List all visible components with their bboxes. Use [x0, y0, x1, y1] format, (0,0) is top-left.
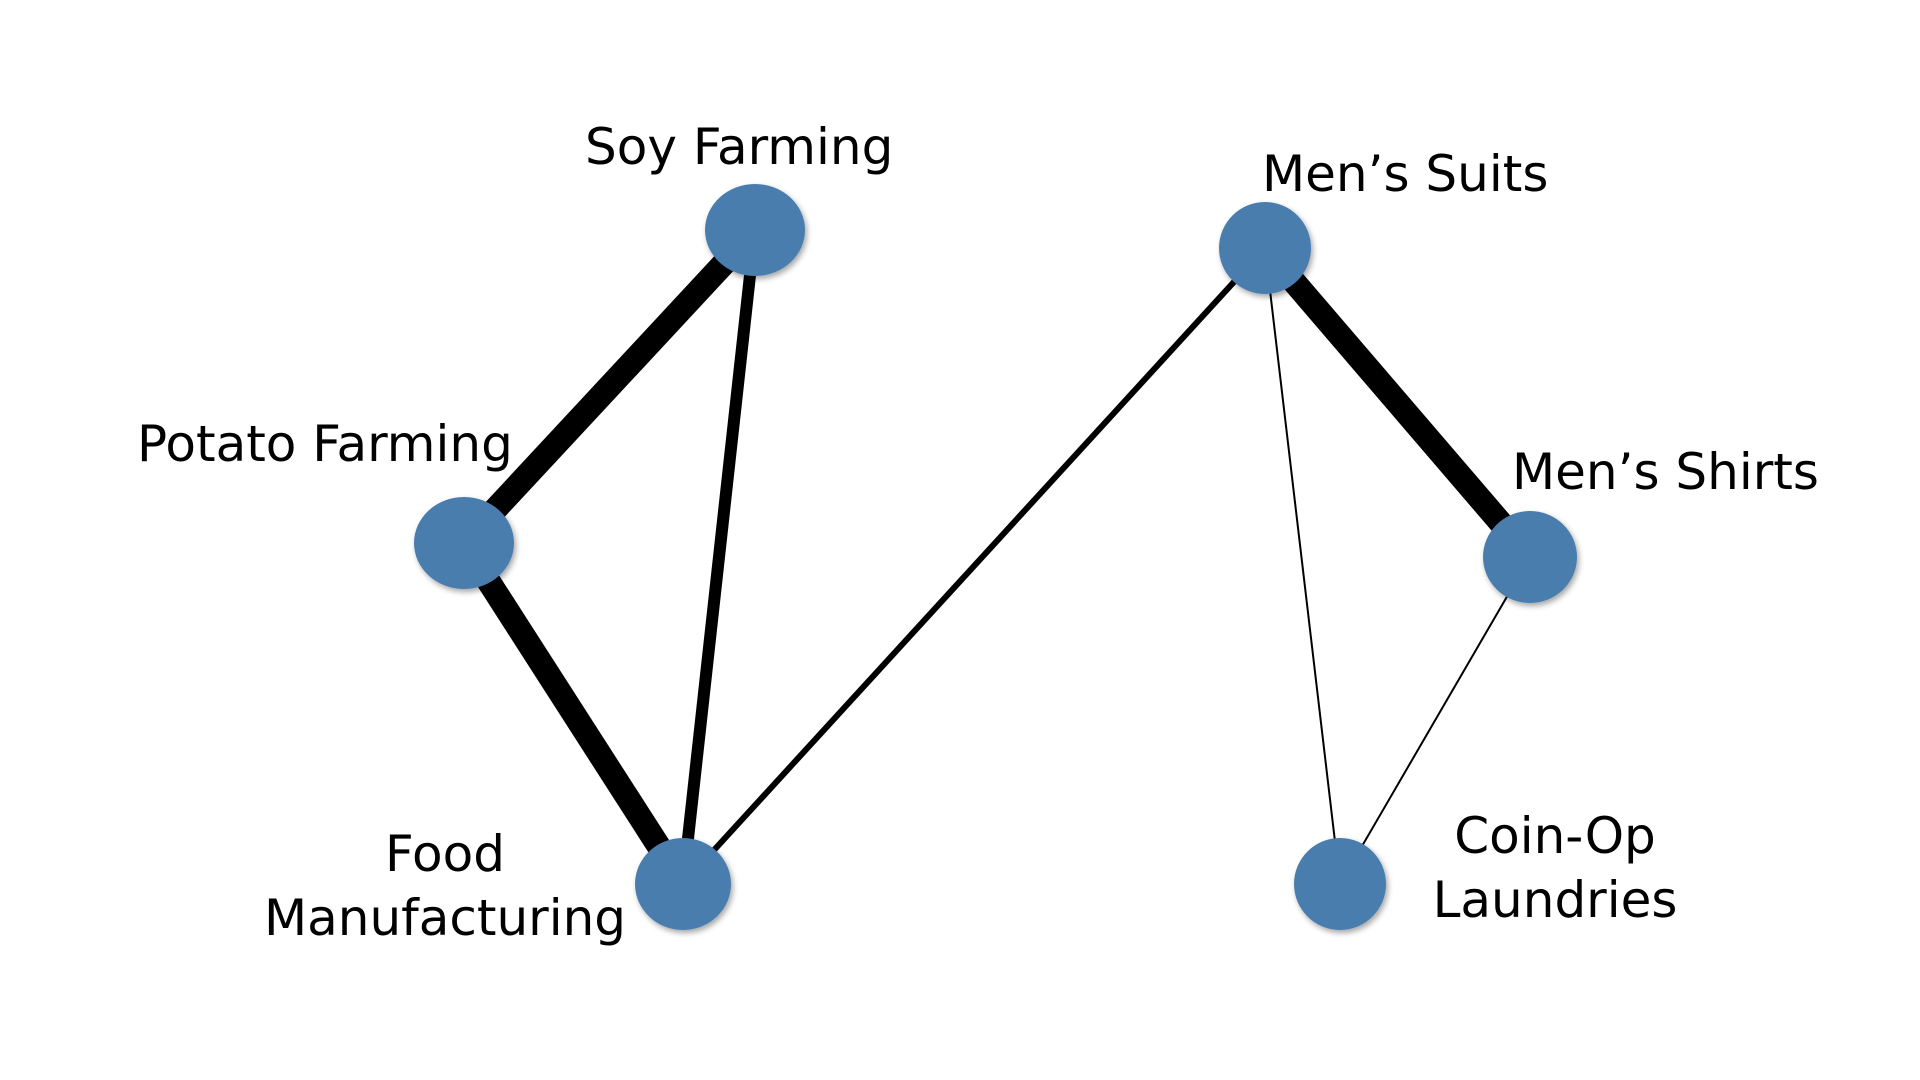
edge-soy-potato [455, 221, 764, 552]
node-label-suits: Men’s Suits [1262, 145, 1549, 203]
node-label-potato: Potato Farming [137, 415, 513, 473]
edge-food-suits [680, 245, 1268, 887]
node-label-laundry: Coin-Op Laundries [1432, 807, 1678, 929]
edge-potato-food [453, 536, 694, 891]
edge-shirts-laundry [1339, 556, 1531, 885]
node-potato [414, 497, 514, 589]
node-shirts [1483, 511, 1577, 603]
node-label-food: Food Manufacturing [263, 825, 627, 947]
node-label-soy: Soy Farming [585, 118, 894, 176]
node-soy [705, 184, 805, 276]
edge-suits-shirts [1255, 240, 1540, 565]
nodes-group [414, 184, 1577, 930]
node-suits [1219, 202, 1311, 294]
node-label-shirts: Men’s Shirts [1512, 443, 1819, 501]
edges-group [453, 221, 1540, 891]
node-laundry [1294, 838, 1386, 930]
edge-suits-laundry [1264, 247, 1341, 885]
edge-soy-food [677, 229, 761, 885]
node-food [635, 838, 731, 930]
